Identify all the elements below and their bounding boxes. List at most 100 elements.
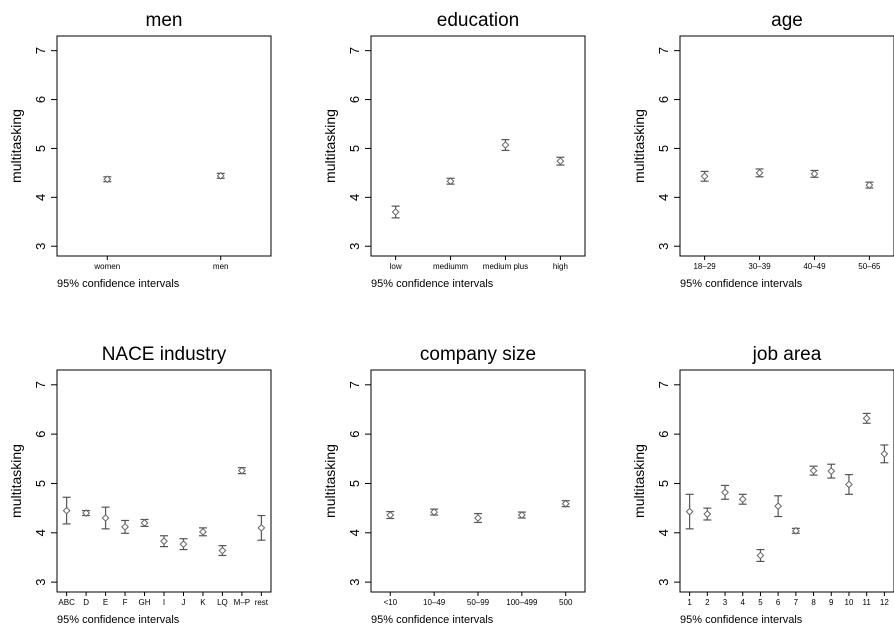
- data-point: [62, 506, 71, 515]
- y-tick-label: 3: [656, 243, 671, 250]
- data-point: [865, 181, 874, 190]
- y-tick-label: 4: [656, 529, 671, 536]
- confidence-note: 95% confidence intervals: [680, 278, 803, 290]
- y-tick-label: 6: [347, 96, 362, 103]
- y-tick-label: 4: [347, 194, 362, 201]
- data-point: [391, 208, 400, 216]
- data-point: [721, 488, 729, 497]
- y-tick-label: 3: [347, 243, 362, 250]
- y-axis-label: multitasking: [8, 444, 24, 518]
- x-tick-label: 3: [723, 598, 728, 607]
- panel-title: company size: [420, 344, 536, 365]
- data-point: [386, 511, 395, 519]
- data-point: [517, 511, 526, 519]
- plot-frame: [56, 35, 272, 257]
- panel-title: job area: [752, 344, 822, 365]
- data-point: [103, 175, 112, 184]
- y-tick-label: 4: [33, 529, 48, 536]
- y-tick-label: 6: [656, 96, 671, 103]
- data-point: [140, 519, 149, 527]
- x-tick-label: E: [103, 598, 108, 607]
- data-point: [101, 514, 110, 522]
- x-tick-label: 2: [705, 598, 710, 607]
- x-tick-label: high: [553, 262, 568, 271]
- data-point: [700, 172, 709, 181]
- x-tick-label: GH: [139, 598, 151, 607]
- x-tick-label: <10: [383, 598, 397, 607]
- x-tick-label: men: [213, 262, 229, 271]
- x-tick-label: ABC: [58, 598, 75, 607]
- x-tick-label: M–P: [234, 598, 250, 607]
- data-point: [257, 523, 266, 532]
- x-tick-label: K: [200, 598, 206, 607]
- x-tick-label: low: [390, 262, 402, 271]
- y-axis-label: multitasking: [631, 444, 647, 518]
- x-tick-label: 100–499: [506, 598, 538, 607]
- panel-title: education: [437, 10, 519, 31]
- y-tick-label: 5: [347, 480, 362, 487]
- x-tick-label: 12: [880, 598, 889, 607]
- x-tick-label: 8: [811, 598, 816, 607]
- data-point: [218, 546, 227, 555]
- plot-frame: [370, 35, 586, 257]
- x-tick-label: women: [93, 262, 120, 271]
- plot-frame: [679, 369, 894, 593]
- y-tick-label: 4: [33, 194, 48, 201]
- panel-4: company size 3 4 5 6 7 multitasking <10 10–49 50–…: [322, 344, 586, 626]
- y-tick-label: 3: [347, 579, 362, 586]
- y-tick-label: 6: [656, 431, 671, 438]
- x-tick-label: J: [181, 598, 185, 607]
- data-point: [703, 510, 712, 518]
- y-tick-label: 7: [33, 47, 48, 54]
- panel-2: age 3 4 5 6 7 multitasking 18–29 30–39 40–49 50–65…: [631, 10, 894, 290]
- data-point: [446, 177, 455, 186]
- confidence-note: 95% confidence intervals: [57, 278, 180, 290]
- x-tick-label: 500: [559, 598, 573, 607]
- y-tick-label: 5: [656, 480, 671, 487]
- y-tick-label: 7: [33, 381, 48, 388]
- x-tick-label: medium plus: [483, 262, 528, 271]
- x-tick-label: F: [123, 598, 128, 607]
- y-tick-label: 4: [347, 529, 362, 536]
- data-point: [237, 466, 246, 475]
- panel-3: NACE industry 3 4 5 6 7 multitasking ABC D E F GH I J…: [8, 344, 272, 626]
- y-tick-label: 3: [33, 579, 48, 586]
- x-tick-label: 50–65: [858, 262, 881, 271]
- data-point: [791, 526, 800, 535]
- data-point: [755, 168, 764, 177]
- y-tick-label: 6: [33, 96, 48, 103]
- x-tick-label: 5: [758, 598, 763, 607]
- x-tick-label: 7: [794, 598, 799, 607]
- x-tick-label: 1: [687, 598, 692, 607]
- data-point: [880, 449, 889, 458]
- data-point: [561, 499, 570, 508]
- data-point: [845, 480, 853, 489]
- y-axis-label: multitasking: [8, 109, 24, 183]
- data-point: [809, 466, 818, 475]
- data-point: [827, 467, 836, 476]
- y-tick-label: 6: [33, 431, 48, 438]
- x-tick-label: 10–49: [423, 598, 446, 607]
- y-tick-label: 7: [347, 47, 362, 54]
- y-tick-label: 5: [33, 145, 48, 152]
- data-point: [556, 157, 565, 166]
- y-tick-label: 6: [347, 431, 362, 438]
- data-point: [756, 551, 765, 560]
- data-point: [160, 537, 168, 546]
- confidence-note: 95% confidence intervals: [371, 278, 494, 290]
- y-tick-label: 5: [33, 480, 48, 487]
- x-tick-label: 11: [863, 598, 872, 607]
- x-tick-label: 6: [776, 598, 781, 607]
- x-tick-label: 9: [829, 598, 834, 607]
- data-point: [738, 495, 747, 504]
- x-tick-label: mediumm: [433, 262, 468, 271]
- x-tick-label: 40–49: [803, 262, 826, 271]
- y-axis-label: multitasking: [322, 109, 338, 183]
- x-tick-label: 30–39: [748, 262, 771, 271]
- y-tick-label: 5: [656, 145, 671, 152]
- data-point: [199, 527, 207, 536]
- y-axis-label: multitasking: [631, 109, 647, 183]
- plot-frame: [56, 369, 272, 593]
